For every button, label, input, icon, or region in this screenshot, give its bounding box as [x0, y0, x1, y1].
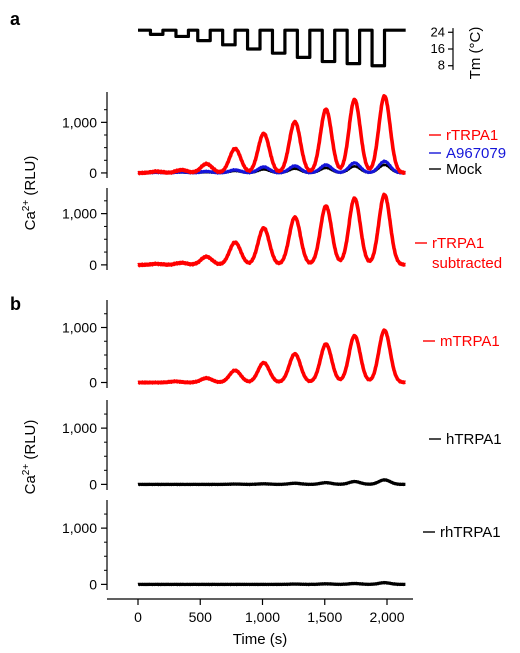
legend-label: Mock: [446, 161, 482, 178]
temp-tick-label: 16: [431, 41, 445, 56]
legend-label: rTRPA1: [446, 127, 498, 144]
panel-b-htrpa1: 0 1,000 hTRPA1: [62, 400, 502, 492]
mtrpa1-trace: [136, 328, 407, 385]
time-tick-label: 2,000: [369, 609, 404, 625]
legend-label: rTRPA1: [432, 235, 484, 252]
panel-label-a: a: [10, 9, 21, 29]
legend-label: A967079: [446, 145, 506, 162]
temp-tick-label: 8: [438, 58, 445, 73]
panel-label-b: b: [10, 294, 21, 314]
time-axis: 0 500 1,000 1,500 2,000 Time (s): [107, 598, 413, 648]
rtrpa1-trace: [136, 94, 407, 176]
time-axis-title: Time (s): [233, 631, 287, 648]
panel-b-mtrpa1: 0 1,000 mTRPA1: [62, 300, 500, 391]
legend-label: subtracted: [432, 255, 502, 272]
time-tick-label: 500: [189, 609, 213, 625]
ca-axis-title-a: Ca2+ (RLU): [21, 156, 39, 231]
temp-tick-label: 24: [431, 24, 445, 39]
panel-a-subtracted: 0 1,000 rTRPA1 subtracted: [62, 188, 502, 273]
rtrpa1-subtracted-trace: [136, 192, 407, 268]
time-tick-label: 0: [134, 609, 142, 625]
ca-tick-label: 1,000: [62, 520, 97, 536]
ca-tick-label: 1,000: [62, 114, 97, 130]
legend-label: mTRPA1: [440, 333, 500, 350]
time-tick-label: 1,000: [245, 609, 280, 625]
temp-axis-title: Tm (°C): [467, 27, 484, 80]
ca-tick-label: 0: [89, 165, 97, 181]
ca-tick-label: 1,000: [62, 206, 97, 222]
panel-b-rhtrpa1: 0 1,000 rhTRPA1: [62, 500, 501, 592]
htrpa1-trace: [136, 478, 407, 487]
temperature-trace: [138, 28, 406, 68]
ca-tick-label: 0: [89, 476, 97, 492]
ca-tick-label: 0: [89, 257, 97, 273]
rhtrpa1-trace: [136, 580, 407, 587]
ca-tick-label: 1,000: [62, 320, 97, 336]
temp-panel: 8 16 24: [138, 24, 454, 73]
legend-label: rhTRPA1: [440, 524, 501, 541]
ca-tick-label: 1,000: [62, 420, 97, 436]
time-tick-label: 1,500: [307, 609, 342, 625]
ca-tick-label: 0: [89, 375, 97, 391]
legend-label: hTRPA1: [446, 431, 502, 448]
ca-axis-title-b: Ca2+ (RLU): [21, 420, 39, 495]
ca-tick-label: 0: [89, 576, 97, 592]
